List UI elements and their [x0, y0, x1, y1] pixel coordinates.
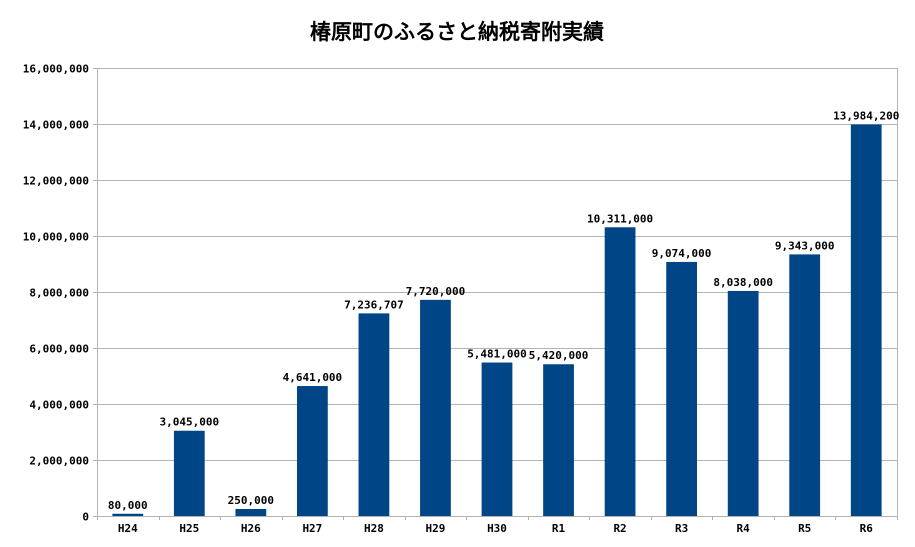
data-label: 9,343,000	[775, 239, 835, 252]
bars: 80,000 3,045,000 250,000 4,641,000 7,236,707…	[108, 109, 899, 517]
bar-H28	[358, 313, 390, 516]
x-tick-label: H29	[426, 522, 446, 535]
data-label: 7,720,000	[406, 285, 466, 298]
data-label: 5,481,000	[467, 348, 527, 361]
y-tick-label: 2,000,000	[29, 455, 89, 468]
data-label: 250,000	[228, 494, 274, 507]
y-tick-label: 8,000,000	[29, 287, 89, 300]
bar-H27	[297, 386, 328, 516]
y-axis: 0 2,000,000 4,000,000 6,000,000 8,000,000 10,…	[23, 63, 89, 524]
x-tick-label: R6	[860, 522, 874, 535]
x-tick-label: R5	[798, 522, 811, 535]
data-label: 3,045,000	[160, 416, 220, 429]
x-tick-label: R2	[613, 522, 626, 535]
x-tick-label: H26	[241, 522, 261, 535]
chart-title: 椿原町のふるさと納税寄附実績	[310, 20, 604, 44]
bar-H24	[112, 513, 144, 516]
bar-R4	[727, 290, 759, 516]
x-tick-label: R3	[675, 522, 688, 535]
x-tick-label: H28	[364, 522, 384, 535]
bar-R1	[543, 364, 574, 516]
bar-R2	[604, 227, 636, 517]
data-label: 80,000	[108, 499, 148, 512]
y-tick-label: 10,000,000	[23, 231, 89, 244]
x-tick-label: R1	[552, 522, 566, 535]
y-tick-label: 16,000,000	[23, 63, 89, 76]
x-tick-label: H27	[302, 522, 322, 535]
bar-H30	[481, 362, 513, 516]
x-tick-label: H25	[179, 522, 199, 535]
y-tick-label: 4,000,000	[29, 399, 89, 412]
y-tick-label: 14,000,000	[23, 119, 89, 132]
bar-R5	[789, 254, 821, 516]
data-label: 8,038,000	[713, 276, 773, 289]
bar-H26	[235, 509, 267, 516]
y-tick-label: 12,000,000	[23, 175, 89, 188]
bar-R6	[850, 124, 882, 517]
y-tick-label: 0	[82, 511, 89, 524]
gridlines	[93, 68, 898, 520]
x-tick-label: H24	[118, 522, 138, 535]
data-label: 10,311,000	[587, 212, 653, 225]
y-tick-label: 6,000,000	[29, 343, 89, 356]
bar-H29	[420, 299, 451, 516]
data-label: 7,236,707	[344, 298, 404, 311]
x-axis: H24 H25 H26 H27 H28 H29 H30 R1 R2 R3 R4 R5 R6	[118, 522, 873, 535]
bar-R3	[666, 261, 697, 516]
x-tick-label: H30	[487, 522, 507, 535]
bar-H25	[173, 430, 205, 516]
x-tick-label: R4	[737, 522, 751, 535]
data-label: 5,420,000	[529, 349, 589, 362]
data-label: 13,984,200	[833, 109, 899, 122]
data-label: 4,641,000	[283, 371, 343, 384]
data-label: 9,074,000	[652, 247, 712, 260]
